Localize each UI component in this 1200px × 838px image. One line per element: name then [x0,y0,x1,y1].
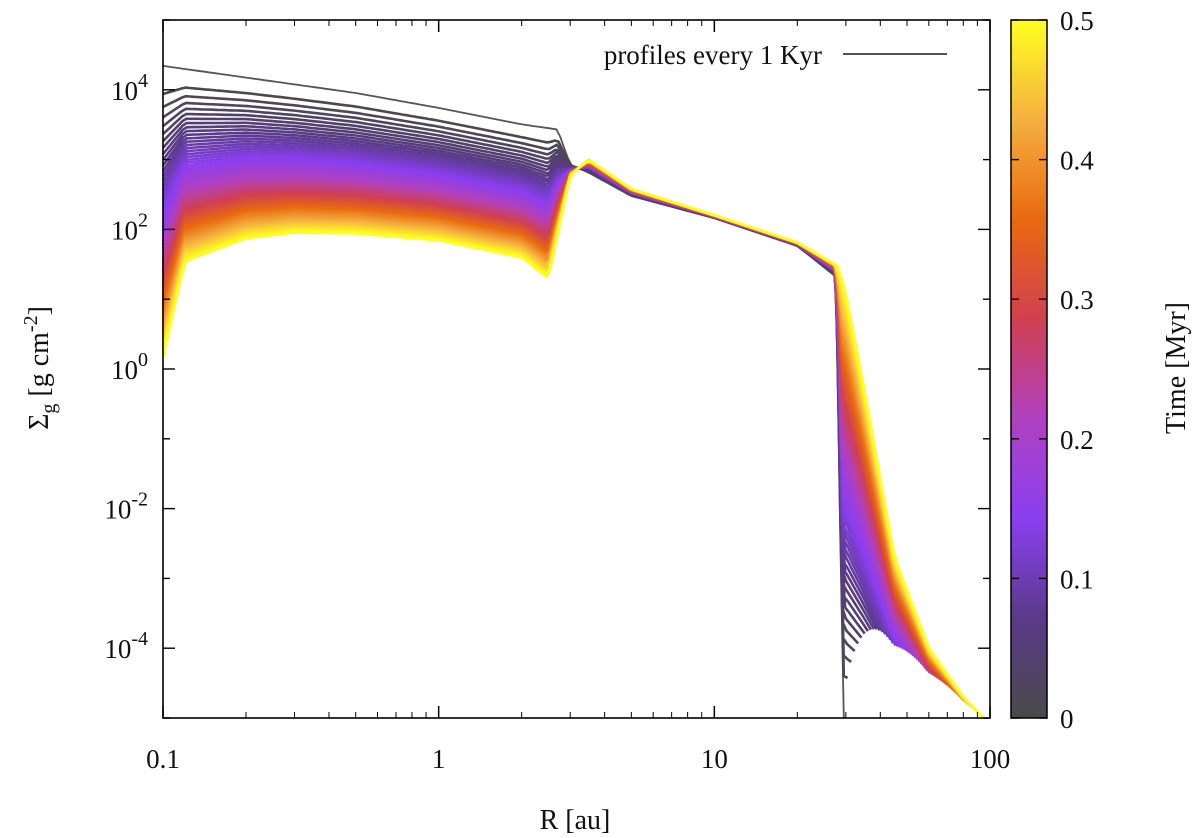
legend: profiles every 1 Kyr [604,40,947,70]
x-axis-label: R [au] [540,805,611,836]
colorbar-tick-label: 0.5 [1060,6,1094,36]
colorbar-tick-label: 0.4 [1060,146,1094,176]
x-axis-ticks: 0.1 1 10 100 [146,20,1010,774]
colorbar-tick-label: 0.2 [1060,425,1094,455]
colorbar-tick-label: 0.3 [1060,285,1094,315]
y-axis-label: Σg [g cm-2] [20,306,60,430]
profile-line [161,161,956,692]
x-tick-label: 1 [432,744,446,774]
x-tick-label: 10 [701,744,728,774]
colorbar-tick-label: 0.1 [1060,564,1094,594]
profile-line [161,160,955,691]
y-axis-ticks: 104 102 100 10-2 10-4 [104,19,990,719]
colorbar-tick-label: 0 [1060,704,1074,734]
y-tick-label: 10-4 [104,628,148,664]
profile-line [161,159,985,719]
y-tick-label: 100 [111,349,148,385]
x-tick-label: 0.1 [146,744,180,774]
profile-line [161,161,958,694]
legend-label: profiles every 1 Kyr [604,40,822,70]
colorbar-label: Time [Myr] [1161,302,1192,434]
y-tick-label: 102 [111,209,148,245]
profile-curves [161,65,985,719]
y-tick-label: 10-2 [104,489,148,525]
y-tick-label: 104 [111,70,148,106]
x-tick-label: 100 [970,744,1011,774]
colorbar [1010,19,1048,719]
colorbar-ticks: 0 0.1 0.2 0.3 0.4 0.5 [1011,6,1094,734]
